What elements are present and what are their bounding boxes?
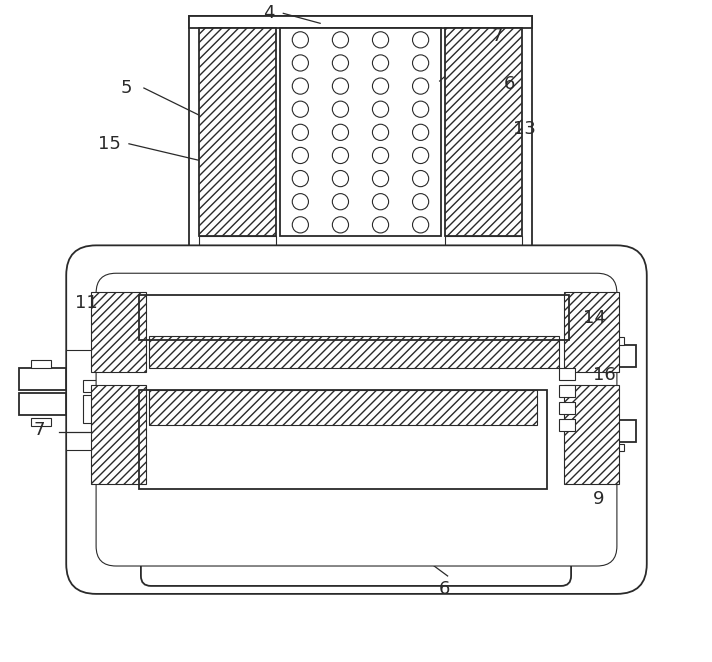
- Text: 16: 16: [592, 366, 615, 384]
- Bar: [139, 316, 569, 335]
- Text: 4: 4: [263, 5, 274, 23]
- Bar: [581, 345, 636, 367]
- Bar: [594, 444, 624, 451]
- Bar: [444, 28, 523, 236]
- Bar: [91, 385, 146, 485]
- Bar: [19, 368, 66, 390]
- Text: 5: 5: [120, 79, 132, 97]
- Bar: [444, 236, 523, 250]
- Bar: [139, 340, 567, 395]
- Bar: [119, 489, 572, 527]
- Bar: [31, 418, 51, 426]
- Bar: [83, 395, 101, 422]
- Text: 13: 13: [513, 120, 535, 138]
- Bar: [564, 385, 619, 485]
- Bar: [295, 276, 418, 286]
- Bar: [199, 236, 276, 250]
- Text: 11: 11: [75, 294, 98, 312]
- Bar: [559, 368, 575, 380]
- Bar: [564, 360, 589, 430]
- Text: 6: 6: [439, 580, 450, 598]
- Bar: [189, 17, 533, 258]
- Bar: [564, 292, 619, 372]
- Bar: [330, 258, 382, 276]
- Bar: [139, 390, 548, 489]
- Bar: [139, 390, 567, 428]
- Bar: [559, 385, 575, 397]
- Bar: [149, 336, 559, 368]
- FancyBboxPatch shape: [141, 544, 571, 586]
- Text: 7: 7: [33, 420, 45, 439]
- Bar: [189, 17, 533, 28]
- Bar: [139, 428, 548, 446]
- Bar: [91, 292, 146, 372]
- Bar: [559, 402, 575, 414]
- FancyBboxPatch shape: [96, 273, 617, 566]
- Bar: [581, 420, 636, 442]
- Bar: [83, 380, 101, 392]
- Bar: [136, 527, 576, 554]
- Bar: [149, 390, 538, 424]
- Text: 14: 14: [582, 309, 605, 327]
- Text: 6: 6: [503, 75, 515, 93]
- Bar: [488, 248, 518, 258]
- Bar: [139, 296, 569, 315]
- Bar: [318, 262, 330, 272]
- Bar: [204, 248, 234, 258]
- Bar: [594, 337, 624, 345]
- Bar: [66, 350, 121, 449]
- Text: 9: 9: [593, 491, 604, 508]
- Text: 7: 7: [492, 27, 503, 45]
- Bar: [139, 448, 548, 467]
- FancyBboxPatch shape: [66, 246, 646, 594]
- Bar: [139, 295, 569, 340]
- Bar: [559, 418, 575, 430]
- Bar: [19, 393, 66, 414]
- Bar: [281, 28, 441, 236]
- Bar: [199, 28, 276, 236]
- Bar: [382, 262, 394, 272]
- Bar: [31, 360, 51, 368]
- Text: 15: 15: [98, 135, 120, 153]
